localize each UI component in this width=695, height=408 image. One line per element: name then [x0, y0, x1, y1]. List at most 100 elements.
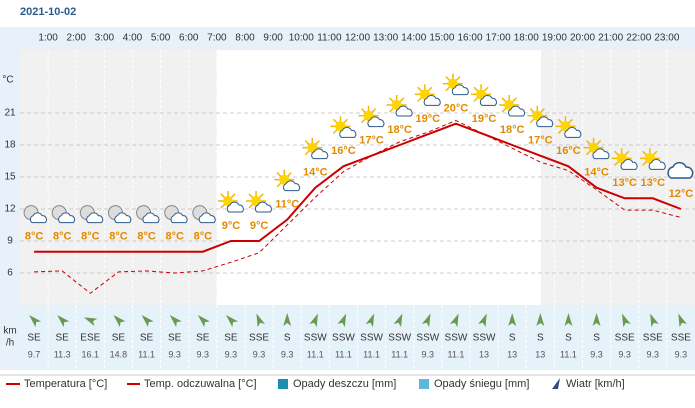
date: 2021-10-02 [20, 6, 76, 18]
wind-arrow [508, 313, 517, 326]
wind-direction: SSW [416, 333, 439, 344]
y-tick-label: 18 [4, 140, 16, 151]
wind-speed: 9.3 [197, 349, 210, 359]
cloud [367, 116, 385, 128]
weather-icon [358, 105, 385, 128]
temperature-label: 13°C [612, 177, 637, 189]
wind-direction: SE [168, 333, 182, 344]
x-tick-label: 18:00 [514, 33, 539, 44]
x-tick-label: 17:00 [486, 33, 511, 44]
wind-speed: 11.1 [363, 349, 380, 359]
cloud [283, 180, 301, 192]
y-tick-label: 21 [4, 108, 16, 119]
weather-icon [164, 205, 188, 224]
weather-icon [136, 205, 160, 224]
temperature-label: 8°C [194, 231, 213, 243]
temperature-label: 8°C [25, 231, 44, 243]
temperature-label: 13°C [641, 177, 666, 189]
wind-direction: SSE [643, 333, 663, 344]
wind-speed: 9.7 [28, 349, 41, 359]
wind-arrow [622, 313, 631, 328]
wind-direction: SSW [304, 333, 327, 344]
wind-speed: 9.3 [675, 349, 688, 359]
temperature-label: 8°C [53, 231, 72, 243]
weather-icon [442, 73, 469, 96]
weather-icon [107, 205, 132, 224]
x-tick-label: 6:00 [179, 33, 199, 44]
x-tick-label: 13:00 [373, 33, 398, 44]
weather-icon [192, 205, 216, 224]
wind-speed: 11.3 [54, 349, 71, 359]
wind-direction: SSE [671, 333, 691, 344]
wind-arrow [365, 313, 375, 328]
wind-arrow [564, 313, 573, 326]
wind-direction: SE [224, 333, 238, 344]
legend-label: Opady deszczu [mm] [293, 378, 396, 390]
wind-speed: 9.3 [618, 349, 631, 359]
wind-arrow [113, 315, 126, 328]
wind-direction: SSE [615, 333, 635, 344]
wind-direction: SSW [388, 333, 411, 344]
wind-arrow [536, 313, 545, 326]
temperature-label: 16°C [556, 145, 581, 157]
legend-label: Temperatura [°C] [24, 378, 107, 390]
wind-arrow [141, 315, 154, 328]
cloud [339, 127, 357, 138]
wind-speed: 9.3 [225, 349, 238, 359]
x-tick-label: 14:00 [401, 33, 426, 44]
x-tick-label: 9:00 [263, 33, 283, 44]
wind-direction: SE [56, 333, 70, 344]
wind-speed: 9.3 [168, 349, 181, 359]
temperature-label: 14°C [303, 167, 328, 179]
wind-speed: 16.1 [82, 349, 100, 359]
wind-direction: SSE [249, 333, 269, 344]
y-tick-label: 15 [4, 172, 16, 183]
temperature-label: 8°C [109, 231, 128, 243]
legend-swatch [552, 378, 560, 389]
wind-speed: 9.3 [647, 349, 660, 359]
y-tick-label: 12 [4, 204, 16, 215]
weather-icon [414, 84, 441, 106]
weather-icon [527, 105, 554, 128]
weather-icon [330, 116, 357, 138]
cloud [479, 95, 497, 106]
wind-direction: S [509, 333, 516, 344]
axis-band [0, 50, 20, 370]
wind-direction: S [593, 333, 600, 344]
cloud [648, 159, 666, 170]
cloud [29, 212, 47, 224]
temperature-label: 9°C [250, 220, 269, 232]
temperature-label: 19°C [472, 113, 497, 125]
wind-arrow [449, 313, 459, 328]
wind-speed: 9.3 [281, 349, 294, 359]
wind-arrow [337, 313, 347, 328]
x-tick-label: 2:00 [67, 33, 87, 44]
wind-speed: 11.1 [391, 349, 408, 359]
temperature-label: 11°C [275, 199, 299, 211]
temperature-label: 12°C [669, 188, 694, 200]
weather-icon [499, 95, 526, 117]
wind-arrow [650, 313, 659, 328]
x-tick-label: 1:00 [38, 33, 58, 44]
legend-label: Wiatr [km/h] [566, 378, 625, 390]
wind-speed: 11.1 [307, 349, 324, 359]
cloud [198, 212, 216, 224]
cloud [254, 201, 272, 213]
cloud [226, 201, 244, 213]
temperature-label: 8°C [81, 231, 100, 243]
x-tick-label: 15:00 [429, 33, 454, 44]
wind-direction: S [565, 333, 572, 344]
wind-direction: SE [140, 333, 154, 344]
wind-direction: SE [27, 333, 41, 344]
wind-direction: SSW [360, 333, 383, 344]
wind-arrow [421, 313, 431, 328]
wind-arrow [283, 313, 292, 326]
temperature-label: 18°C [387, 124, 412, 136]
cloud [451, 84, 469, 96]
weather-icon [471, 84, 497, 106]
x-tick-label: 22:00 [626, 33, 651, 44]
wind-speed: 11.1 [560, 349, 577, 359]
wind-direction: SSW [445, 333, 468, 344]
